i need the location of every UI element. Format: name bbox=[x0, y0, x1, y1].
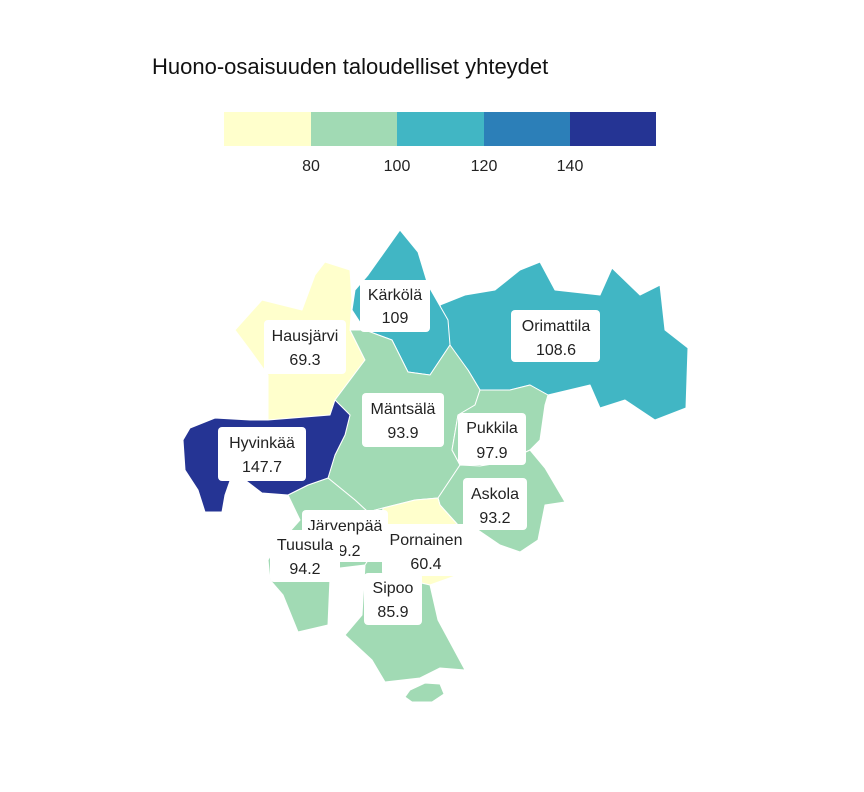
region-labels: Hausjärvi 69.3 Kärkölä 109 Orimattila 10… bbox=[218, 280, 600, 625]
legend-tick-80: 80 bbox=[302, 158, 320, 175]
label-mantsala: Mäntsälä 93.9 bbox=[362, 393, 444, 447]
label-value-pornainen: 60.4 bbox=[410, 556, 441, 573]
label-value-mantsala: 93.9 bbox=[387, 425, 418, 442]
label-value-sipoo: 85.9 bbox=[377, 604, 408, 621]
label-sipoo: Sipoo 85.9 bbox=[364, 573, 422, 625]
label-value-tuusula: 94.2 bbox=[289, 561, 320, 578]
label-name-orimattila: Orimattila bbox=[522, 318, 591, 335]
map-title: Huono-osaisuuden taloudelliset yhteydet bbox=[152, 54, 549, 79]
label-value-pukkila: 97.9 bbox=[476, 445, 507, 462]
label-box-pukkila bbox=[458, 413, 526, 465]
legend-tick-120: 120 bbox=[471, 158, 498, 175]
legend-swatch-4 bbox=[484, 112, 570, 146]
label-name-mantsala: Mäntsälä bbox=[371, 401, 436, 418]
label-box-orimattila bbox=[511, 310, 600, 362]
label-name-tuusula: Tuusula bbox=[277, 537, 333, 554]
label-name-hausjarvi: Hausjärvi bbox=[272, 328, 339, 345]
legend-tick-140: 140 bbox=[557, 158, 584, 175]
label-box-sipoo bbox=[364, 573, 422, 625]
label-value-karkola: 109 bbox=[382, 310, 409, 327]
label-name-hyvinkaa: Hyvinkää bbox=[229, 435, 295, 452]
label-box-karkola bbox=[360, 280, 430, 332]
legend-swatch-5 bbox=[570, 112, 656, 146]
label-value-orimattila: 108.6 bbox=[536, 342, 576, 359]
legend-swatch-3 bbox=[397, 112, 484, 146]
label-askola: Askola 93.2 bbox=[463, 478, 527, 530]
legend-swatch-2 bbox=[311, 112, 397, 146]
legend-tick-100: 100 bbox=[384, 158, 411, 175]
label-tuusula: Tuusula 94.2 bbox=[270, 530, 340, 582]
label-box-pornainen bbox=[382, 524, 470, 576]
label-value-askola: 93.2 bbox=[479, 510, 510, 527]
label-box-mantsala bbox=[362, 393, 444, 447]
label-hausjarvi: Hausjärvi 69.3 bbox=[264, 320, 346, 374]
label-value-hyvinkaa: 147.7 bbox=[242, 459, 282, 476]
label-pukkila: Pukkila 97.9 bbox=[458, 413, 526, 465]
legend: 80 100 120 140 bbox=[224, 112, 656, 175]
label-name-sipoo: Sipoo bbox=[373, 580, 414, 597]
label-karkola: Kärkölä 109 bbox=[360, 280, 430, 332]
label-name-pornainen: Pornainen bbox=[390, 532, 463, 549]
label-name-askola: Askola bbox=[471, 486, 519, 503]
label-hyvinkaa: Hyvinkää 147.7 bbox=[218, 427, 306, 481]
label-name-pukkila: Pukkila bbox=[466, 420, 518, 437]
label-value-hausjarvi: 69.3 bbox=[289, 352, 320, 369]
label-name-karkola: Kärkölä bbox=[368, 287, 422, 304]
region-sipoo-island[interactable] bbox=[404, 682, 445, 703]
label-orimattila: Orimattila 108.6 bbox=[511, 310, 600, 362]
label-pornainen: Pornainen 60.4 bbox=[382, 524, 470, 576]
legend-swatch-1 bbox=[224, 112, 311, 146]
label-box-tuusula bbox=[270, 530, 340, 582]
label-box-askola bbox=[463, 478, 527, 530]
label-box-hausjarvi bbox=[264, 320, 346, 374]
label-box-hyvinkaa bbox=[218, 427, 306, 481]
